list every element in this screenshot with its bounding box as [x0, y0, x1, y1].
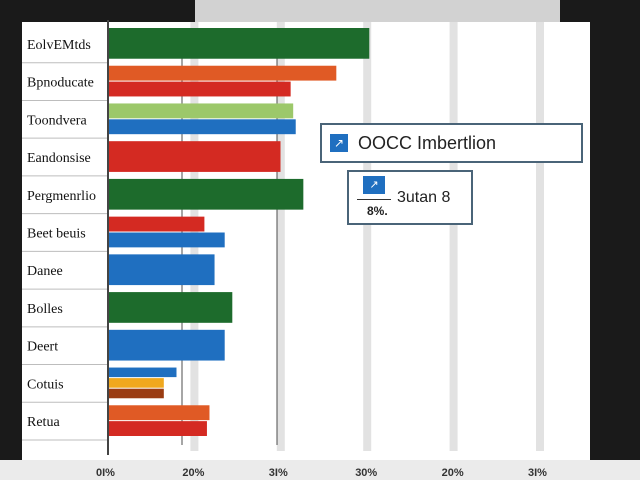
category-label: Retua [27, 415, 60, 430]
bar [109, 119, 296, 134]
category-label: Bolles [27, 302, 63, 317]
category-label: Toondvera [27, 113, 87, 128]
bar [109, 389, 164, 399]
bar [109, 141, 281, 172]
legend-secondary-sub: 8%. [367, 204, 388, 218]
chart-icon: ↗ [363, 176, 385, 194]
x-tick-label: 3I% [528, 467, 547, 479]
bar [109, 66, 336, 81]
legend-divider [357, 199, 391, 200]
x-tick-label: 20% [442, 467, 464, 479]
x-tick-label: 3I% [269, 467, 288, 479]
bar [109, 233, 225, 248]
category-label: Deert [27, 340, 58, 355]
category-label: Eandonsise [27, 151, 91, 166]
chart-icon: ↗ [330, 134, 348, 152]
bar [109, 82, 291, 97]
category-label: EolvEMtds [27, 38, 91, 53]
category-label: Danee [27, 264, 63, 279]
x-tick-label: 30% [355, 467, 377, 479]
bar [109, 28, 369, 59]
gridline [363, 22, 371, 451]
category-label: Cotuis [27, 377, 64, 392]
category-label: Beet beuis [27, 227, 86, 242]
bar [109, 378, 164, 388]
bar [109, 405, 209, 420]
bar [109, 217, 204, 232]
legend-primary-label: OOCC Imbertlion [358, 133, 496, 154]
bar [109, 254, 215, 285]
bar [109, 179, 303, 210]
x-tick-label: 0I% [96, 467, 115, 479]
legend-secondary: ↗ 8%. 3utan 8 [347, 170, 473, 225]
category-label: Bpnoducate [27, 76, 94, 91]
bar [109, 103, 293, 118]
legend-secondary-label: 3utan 8 [397, 189, 450, 207]
bar [109, 330, 225, 361]
gridline [450, 22, 458, 451]
legend-primary: ↗ OOCC Imbertlion [320, 123, 583, 163]
category-label: Pergmenrlio [27, 189, 96, 204]
bar [109, 292, 232, 323]
bar [109, 421, 207, 436]
gridline [536, 22, 544, 451]
bar [109, 368, 176, 378]
x-tick-label: 20% [182, 467, 204, 479]
